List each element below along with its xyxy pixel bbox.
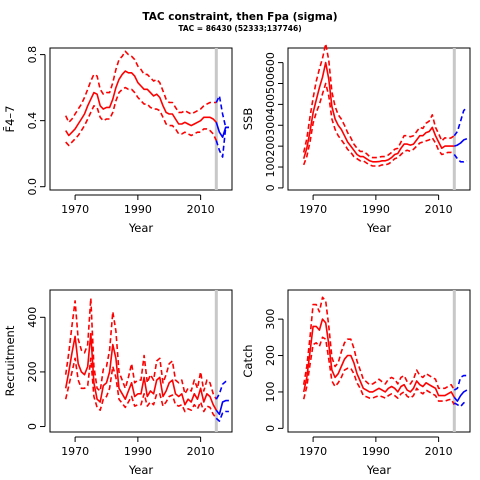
ssb-historic-estimate bbox=[302, 61, 455, 163]
fbar-historic-estimate bbox=[65, 70, 217, 137]
recruitment-panel: 1970 1990 2010 Year 0 200 400 Recruitment bbox=[3, 289, 233, 477]
fbar-historic-upper-bound bbox=[64, 50, 217, 124]
figure-subtitle: TAC = 86430 (52333;137746) bbox=[178, 24, 301, 33]
ssb-x-tick-label: 2010 bbox=[425, 203, 453, 216]
catch-historic-lower-bound bbox=[302, 336, 455, 406]
catch-x-axis-title: Year bbox=[366, 463, 392, 477]
ssb-y-tick-label: 200 bbox=[264, 136, 277, 157]
ssb-historic-upper-bound bbox=[302, 42, 455, 159]
recruitment-x-tick-label: 1990 bbox=[124, 445, 152, 458]
fbar-x-tick-label: 1990 bbox=[124, 203, 152, 216]
ssb-y-tick-label: 600 bbox=[264, 52, 277, 73]
ssb-x-tick-label: 1990 bbox=[362, 203, 390, 216]
fbar-plot-frame bbox=[49, 47, 233, 191]
recruitment-x-tick-label: 2010 bbox=[187, 445, 215, 458]
recruitment-y-tick-label: 200 bbox=[26, 361, 39, 382]
fbar-y-axis-title: F̄4–7 bbox=[3, 106, 17, 133]
ssb-projection-estimate bbox=[454, 138, 468, 147]
ssb-y-tick-label: 100 bbox=[264, 157, 277, 178]
ssb-projection-lower-bound bbox=[453, 154, 468, 163]
ssb-x-tick-label: 1970 bbox=[299, 203, 327, 216]
catch-x-tick-label: 1990 bbox=[362, 445, 390, 458]
catch-plot-frame bbox=[287, 289, 471, 433]
recruitment-historic-upper-bound bbox=[64, 297, 217, 400]
ssb-historic-lower-bound bbox=[302, 82, 455, 167]
catch-projection-lower-bound bbox=[453, 400, 468, 408]
catch-historic-estimate bbox=[302, 318, 455, 398]
ssb-y-tick-label: 300 bbox=[264, 115, 277, 136]
catch-y-tick-label: 200 bbox=[264, 345, 277, 366]
panels: 1970 1990 2010 Year 0.0 0.4 0.8 F̄4–7 1970 1990 20… bbox=[3, 42, 471, 477]
ssb-y-tick-label: 400 bbox=[264, 94, 277, 115]
fbar-historic-lower-bound bbox=[65, 86, 218, 147]
fbar-y-tick-label: 0.4 bbox=[26, 112, 39, 129]
ssb-y-axis-title: SSB bbox=[241, 108, 255, 131]
recruitment-x-axis-title: Year bbox=[128, 463, 154, 477]
figure-title: TAC constraint, then Fpa (sigma) bbox=[142, 11, 337, 23]
fbar-y-tick-label: 0.0 bbox=[26, 178, 39, 196]
fbar-projection-upper-bound bbox=[215, 95, 229, 129]
catch-projection-upper-bound bbox=[453, 374, 467, 391]
catch-x-tick-label: 2010 bbox=[425, 445, 453, 458]
catch-y-axis-title: Catch bbox=[241, 344, 255, 377]
fbar-panel: 1970 1990 2010 Year 0.0 0.4 0.8 F̄4–7 bbox=[3, 46, 233, 235]
ssb-plot-frame bbox=[287, 47, 471, 191]
recruitment-y-tick-label: 400 bbox=[26, 307, 39, 328]
recruitment-projection-estimate bbox=[215, 399, 229, 416]
recruitment-projection-upper-bound bbox=[215, 380, 229, 400]
recruitment-projection-lower-bound bbox=[215, 410, 229, 422]
recruitment-y-axis-title: Recruitment bbox=[3, 325, 17, 396]
fbar-x-tick-label: 2010 bbox=[187, 203, 215, 216]
catch-panel: 1970 1990 2010 Year 0 100 200 300 Catch bbox=[241, 289, 471, 477]
fbar-projection-lower-bound bbox=[215, 126, 229, 158]
recruitment-x-tick-label: 1970 bbox=[61, 445, 89, 458]
recruitment-historic-lower-bound bbox=[64, 357, 217, 419]
catch-y-tick-label: 100 bbox=[264, 381, 277, 402]
ssb-y-tick-label: 0 bbox=[264, 184, 277, 191]
ssb-x-axis-title: Year bbox=[366, 221, 392, 235]
catch-y-tick-label: 300 bbox=[264, 309, 277, 330]
catch-x-tick-label: 1970 bbox=[299, 445, 327, 458]
recruitment-plot-frame bbox=[49, 289, 233, 433]
catch-projection-estimate bbox=[453, 389, 468, 402]
catch-historic-upper-bound bbox=[302, 296, 455, 391]
recruitment-y-tick-label: 0 bbox=[26, 423, 39, 430]
catch-y-tick-label: 0 bbox=[264, 425, 277, 432]
ssb-y-tick-label: 500 bbox=[264, 73, 277, 94]
fbar-y-tick-label: 0.8 bbox=[26, 46, 39, 64]
fbar-x-axis-title: Year bbox=[128, 221, 154, 235]
fbar-projection-estimate bbox=[215, 122, 229, 138]
ssb-projection-upper-bound bbox=[453, 106, 468, 137]
fbar-x-tick-label: 1970 bbox=[61, 203, 89, 216]
recruitment-historic-estimate bbox=[64, 332, 217, 411]
